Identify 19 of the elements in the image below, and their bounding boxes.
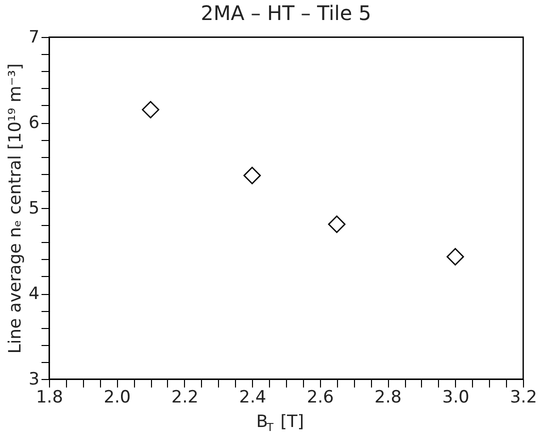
x-tick-label: 2.6	[306, 388, 334, 408]
y-tick-label: 6	[28, 113, 40, 133]
y-tick-label: 5	[28, 198, 40, 218]
point	[243, 166, 261, 184]
chart-title: 2MA – HT – Tile 5	[200, 1, 372, 25]
y-tick-label: 4	[28, 284, 40, 304]
x-tick-label: 2.2	[171, 388, 198, 408]
x-tick-label: 3.0	[442, 388, 470, 408]
x-tick-label: 2.8	[374, 388, 402, 408]
x-tick-label: 2.4	[239, 388, 266, 408]
y-tick-label: 3	[28, 370, 40, 390]
point	[446, 248, 464, 266]
point	[142, 100, 160, 118]
point	[328, 216, 346, 233]
y-tick-label: 7	[28, 28, 40, 48]
x-tick-label: 3.2	[510, 388, 538, 408]
x-tick-label: 1.8	[36, 388, 64, 408]
x-tick-label: 2.0	[104, 388, 131, 408]
y-axis-title: Line average nₑ central [10¹⁹ m⁻³]	[6, 63, 26, 354]
